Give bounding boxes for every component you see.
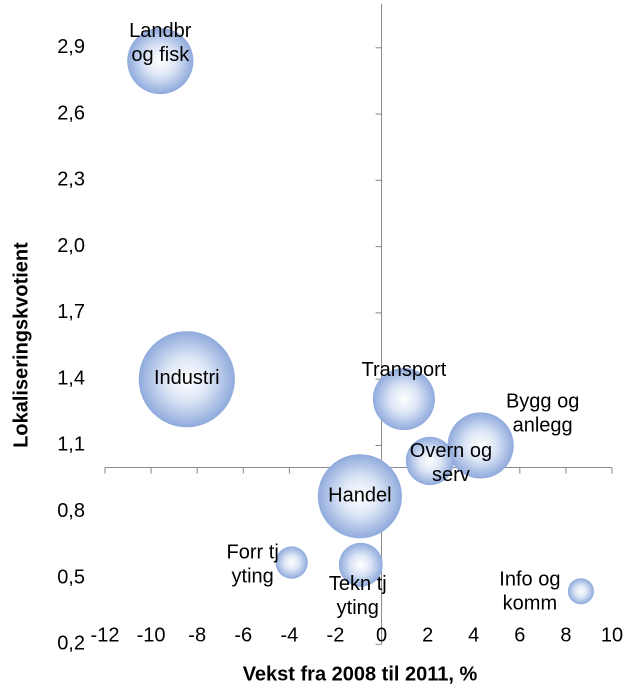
- y-tick-label: 0,2: [57, 633, 85, 655]
- y-tick-label: 2,3: [57, 169, 85, 191]
- bubble-label-line: yting: [232, 566, 274, 588]
- x-tick-label: 10: [601, 624, 623, 646]
- x-tick-label: -6: [234, 624, 252, 646]
- bubble-label: Handel: [328, 485, 391, 507]
- y-axis-title: Lokaliseringskvotient: [10, 242, 32, 448]
- x-tick-label: -12: [91, 624, 120, 646]
- x-tick-label: -10: [137, 624, 166, 646]
- y-tick-label: 2,0: [57, 235, 85, 257]
- y-tick-label: 0,5: [57, 566, 85, 588]
- bubble-label: Transport: [361, 359, 446, 381]
- bubble-label-line: Info og: [499, 569, 560, 591]
- x-tick-label: -8: [188, 624, 206, 646]
- y-tick-label: 2,9: [57, 36, 85, 58]
- x-tick-label: 8: [560, 624, 571, 646]
- bubble-label: Bygg og anlegg: [506, 391, 579, 437]
- y-tick-label: 2,6: [57, 102, 85, 124]
- x-tick-label: 6: [514, 624, 525, 646]
- bubble-label: Industri: [154, 367, 220, 389]
- bubble-label-line: yting: [337, 597, 379, 619]
- bubble-label-line: komm: [503, 593, 557, 615]
- bubble-label: Tekn tj yting: [329, 573, 387, 619]
- bubble: [127, 27, 194, 95]
- bubble: [405, 436, 455, 486]
- bubble-label-line: Tekn tj: [329, 573, 387, 595]
- bubble: [372, 368, 435, 431]
- x-tick-label: -2: [327, 624, 345, 646]
- bubble-label-line: Landbr: [129, 20, 192, 42]
- bubble-label-line: Industri: [154, 367, 220, 389]
- y-tick-label: 1,7: [57, 301, 85, 323]
- bubble-label-line: anlegg: [513, 415, 573, 437]
- bubble-label-line: Bygg og: [506, 391, 579, 413]
- bubble: [275, 546, 308, 579]
- y-tick-label: 0,8: [57, 500, 85, 522]
- y-tick-label: 1,4: [57, 367, 85, 389]
- bubble: [447, 412, 514, 479]
- bubble-label: Forr tj yting: [227, 542, 279, 588]
- bubble-label-line: og fisk: [131, 44, 190, 66]
- bubble: [138, 331, 235, 428]
- bubble: [567, 578, 594, 605]
- bubble: [317, 454, 402, 539]
- bubble-label: Landbr og fisk: [129, 20, 192, 66]
- x-axis-title: Vekst fra 2008 til 2011, %: [243, 663, 478, 685]
- bubble-label-line: Transport: [361, 359, 446, 381]
- bubble-label-line: serv: [432, 464, 470, 486]
- bubble-label-line: Overn og: [410, 440, 492, 462]
- x-tick-label: 2: [422, 624, 433, 646]
- bubble-label: Overn og serv: [410, 440, 492, 486]
- x-tick-label: 0: [376, 624, 387, 646]
- x-tick-label: -4: [280, 624, 298, 646]
- bubble-label-line: Handel: [328, 485, 391, 507]
- bubble-label-line: Forr tj: [227, 542, 279, 564]
- bubble: [338, 542, 383, 587]
- y-tick-label: 1,1: [57, 434, 85, 456]
- x-tick-label: 4: [468, 624, 479, 646]
- bubble-label: Info og komm: [499, 569, 560, 615]
